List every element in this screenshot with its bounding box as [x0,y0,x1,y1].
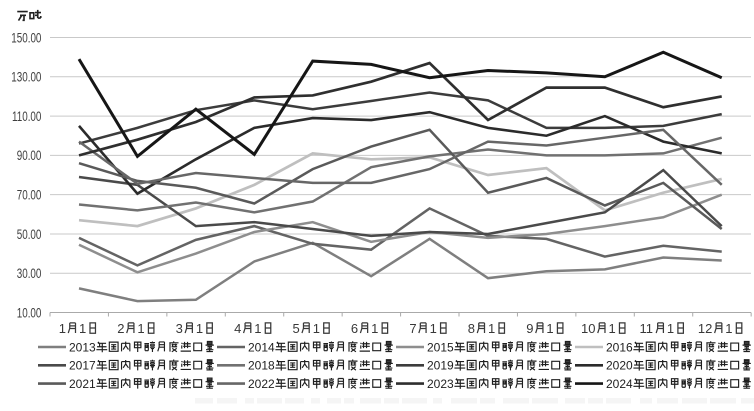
svg-text:2019: 2019 [427,359,454,373]
svg-text:7: 7 [409,321,416,336]
svg-text:2014: 2014 [248,340,275,354]
svg-text:5: 5 [293,321,300,336]
svg-text:50.00: 50.00 [17,226,42,242]
svg-text:2013: 2013 [69,340,96,354]
svg-text:4: 4 [234,321,241,336]
svg-text:70.00: 70.00 [17,187,42,203]
svg-text:1: 1 [546,321,553,336]
svg-text:1: 1 [667,321,674,336]
svg-text:1: 1 [254,321,261,336]
svg-text:30.00: 30.00 [17,265,42,281]
svg-text:1: 1 [488,321,495,336]
svg-text:11: 11 [640,321,654,336]
svg-text:1: 1 [430,321,437,336]
svg-text:150.00: 150.00 [11,30,41,46]
svg-text:1: 1 [725,321,732,336]
svg-text:1: 1 [137,321,144,336]
svg-text:2: 2 [117,321,124,336]
svg-text:2015: 2015 [427,340,454,354]
svg-text:2024: 2024 [606,377,633,391]
svg-text:2016: 2016 [606,340,633,354]
svg-text:8: 8 [468,321,475,336]
svg-text:130.00: 130.00 [11,69,41,85]
svg-text:9: 9 [526,321,533,336]
svg-text:6: 6 [351,321,358,336]
svg-text:1: 1 [371,321,378,336]
svg-text:10: 10 [581,321,595,336]
svg-text:10.00: 10.00 [17,305,42,321]
svg-text:1: 1 [313,321,320,336]
svg-text:1: 1 [609,321,616,336]
svg-text:2020: 2020 [606,359,633,373]
svg-text:1: 1 [196,321,203,336]
svg-text:2018: 2018 [248,359,275,373]
svg-text:2021: 2021 [69,377,96,391]
svg-text:2022: 2022 [248,377,275,391]
svg-text:1: 1 [79,321,86,336]
svg-text:2023: 2023 [427,377,454,391]
svg-text:110.00: 110.00 [12,108,42,124]
svg-text:2017: 2017 [69,359,96,373]
svg-text:12: 12 [698,321,712,336]
svg-text:90.00: 90.00 [17,148,42,164]
svg-text:1: 1 [59,321,66,336]
svg-text:3: 3 [176,321,183,336]
